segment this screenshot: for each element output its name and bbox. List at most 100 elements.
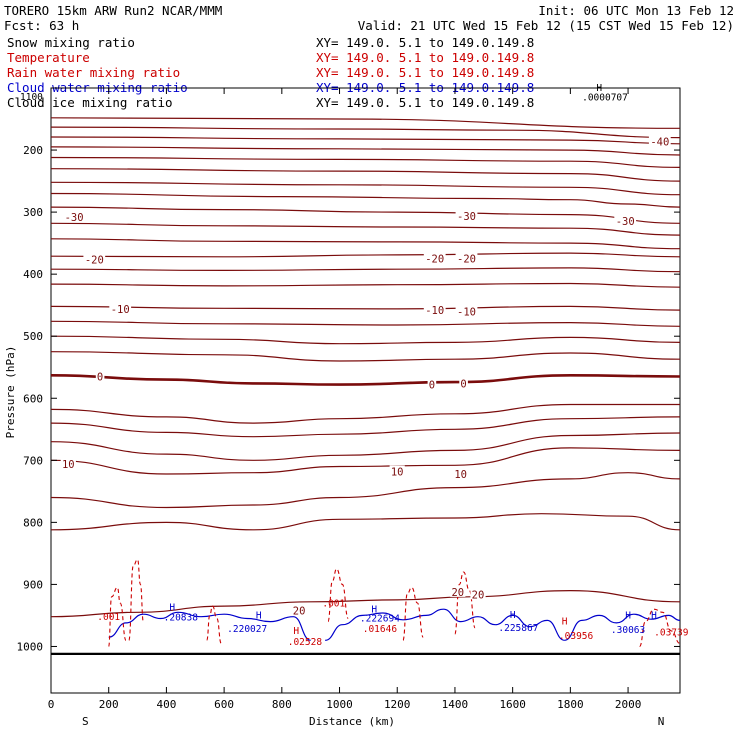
x-tick-label: 1400 [442,698,469,711]
isotherm-label: -30 [65,212,84,224]
hydrometeor-label: .01646 [363,624,398,635]
y-tick-label: 300 [23,206,43,219]
hydrometeor-label: .225867 [498,623,538,634]
y-tick-label: 600 [23,392,43,405]
isotherm-label: 10 [391,467,404,479]
field-xy-snow: XY= 149.0. 5.1 to 149.0.149.8 [316,35,534,50]
hydrometeor-label: H [651,611,657,622]
isotherm-label-backing [455,209,478,221]
isotherm-label-backing [459,377,468,389]
isotherm-label: 0 [460,378,466,390]
isotherm-line [50,351,681,362]
isotherm-label-backing [648,135,671,147]
isotherm-line [50,206,681,224]
isotherm-line [50,373,681,386]
hydrometeor-label: .001 [97,612,120,623]
field-label-rain: Rain water mixing ratio [7,65,180,80]
y-tick-label: 800 [23,516,43,529]
isotherm-line [50,403,680,424]
isotherm-line [50,146,681,156]
y-tick-label: 200 [23,144,43,157]
isotherm-line [50,513,681,531]
y-tick-label: 400 [23,268,43,281]
y-axis-title: Pressure (hPa) [4,346,17,439]
isotherm-line [50,589,681,618]
hydrometeor-label: .03739 [654,627,689,638]
rain-contour [206,605,222,644]
isotherm-line [50,192,681,208]
y-tick-label: 700 [23,454,43,467]
y-tick-label: 1000 [17,641,44,654]
isotherm-label: 20 [293,606,306,618]
isotherm-line [50,252,681,258]
isotherm-line [50,335,681,345]
isotherm-line [50,126,681,139]
isotherm-label: 0 [97,372,103,384]
y-tick-label: 900 [23,578,43,591]
rain-contour [327,568,349,623]
hydrometeor-label: H [256,611,262,622]
isotherm-label-backing [427,378,437,390]
x-tick-label: 1200 [384,698,411,711]
isotherm-line [50,432,681,461]
isotherm-label-backing [455,252,478,264]
isotherm-label: -30 [616,216,635,228]
x-tick-label: 800 [272,698,292,711]
isotherm-label-backing [83,253,106,265]
hydrometeor-label: .02528 [288,637,323,648]
x-tick-label: 1600 [499,698,526,711]
x-tick-label: 200 [99,698,119,711]
valid-time: Valid: 21 UTC Wed 15 Feb 12 (15 CST Wed … [358,18,734,33]
isotherm-label-backing [60,458,76,469]
rain-contour [454,571,476,635]
isotherm-line [50,238,681,250]
isotherm-line [50,181,681,196]
hydrometeor-label: .0000707 [582,92,628,103]
isotherm-line [50,282,681,288]
field-xy-rain: XY= 149.0. 5.1 to 149.0.149.8 [316,65,534,80]
isotherm-line [50,222,681,236]
isotherm-label-backing [423,304,446,316]
top-pressure-label: 1100 [20,92,43,103]
isotherm-label: 20 [451,587,464,599]
isotherm-label: -20 [425,254,444,266]
isotherm-line [50,267,681,273]
plot-frame [50,87,681,694]
isotherm-line [50,117,681,129]
rain-contour [108,586,127,648]
forecast-hour: Fcst: 63 h [4,18,79,33]
isotherm-label-backing [453,468,469,479]
model-title: TORERO 15km ARW Run2 NCAR/MMM [4,3,222,18]
x-tick-label: 2000 [615,698,642,711]
isotherm-label-backing [389,465,405,477]
field-xy-temperature: XY= 149.0. 5.1 to 149.0.149.8 [316,50,534,65]
field-label-cloud-ice: Cloud ice mixing ratio [7,95,173,110]
isotherm-line [50,447,681,475]
rain-contour [402,586,424,641]
hydrometeor-label: H [371,604,377,615]
hydrometeor-label: .20838 [164,612,199,623]
isotherm-line [50,168,681,182]
isotherm-label: -10 [425,305,444,317]
isotherm-label: 10 [454,469,467,481]
isotherm-line [50,320,681,327]
isotherm-line [50,472,681,509]
isotherm-label-backing [95,370,105,382]
isotherm-label: -30 [457,211,476,223]
x-tick-label: 1800 [557,698,584,711]
hydrometeor-label: H [510,610,516,621]
isotherm-label: -40 [650,136,669,148]
hydrometeor-label: H [596,83,602,94]
isotherm-label-backing [63,211,85,223]
isotherm-label: -10 [457,306,476,318]
x-axis-right-end: N [658,715,665,728]
x-tick-label: 400 [156,698,176,711]
field-xy-cloud-ice: XY= 149.0. 5.1 to 149.0.149.8 [316,95,534,110]
hydrometeor-label: H [625,611,631,622]
plot-layer: -40 -30 -30 -30 -20 -20 -20 -10 -10 -10 0 0 0 10 10 10 2… [17,83,689,711]
isotherm-line [50,416,681,438]
hydrometeor-label: .222694 [360,614,400,625]
isotherm-label-backing [109,302,132,314]
x-tick-label: 600 [214,698,234,711]
isotherm-label-backing [470,588,486,600]
